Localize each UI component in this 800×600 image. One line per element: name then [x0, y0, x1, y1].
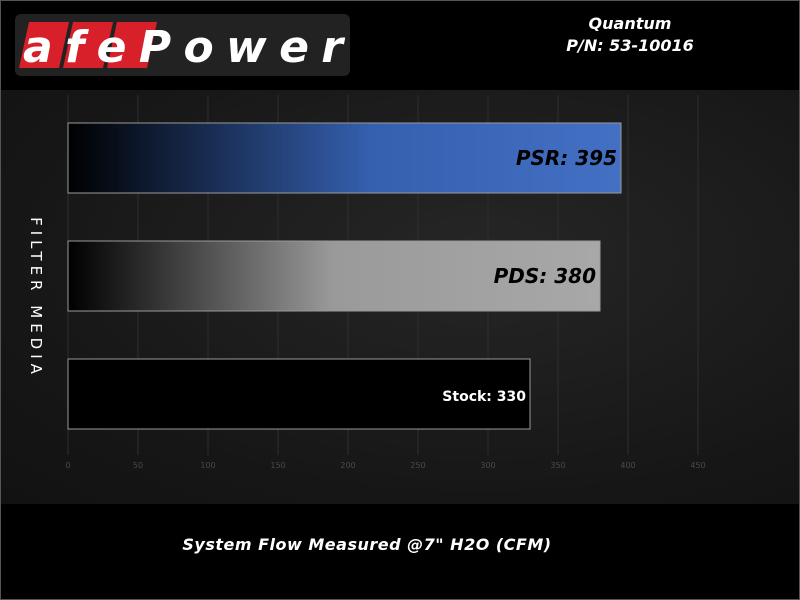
x-tick-label: 100 — [200, 461, 215, 470]
x-tick-label: 200 — [340, 461, 355, 470]
x-tick-label: 250 — [410, 461, 425, 470]
bar-psr — [67, 122, 622, 194]
x-axis-title: System Flow Measured @7" H2O (CFM) — [182, 535, 552, 554]
x-tick-label: 400 — [620, 461, 635, 470]
data-label: PSR: 395 — [516, 146, 617, 170]
data-label: Stock: 330 — [442, 389, 526, 405]
x-tick-label: 350 — [550, 461, 565, 470]
x-tick-label: 0 — [65, 461, 70, 470]
x-tick-label: 50 — [133, 461, 143, 470]
bar-pds — [67, 240, 601, 312]
x-tick-label: 450 — [690, 461, 705, 470]
x-tick-label: 300 — [480, 461, 495, 470]
x-tick-label: 150 — [270, 461, 285, 470]
part-number: P/N: 53-10016 — [566, 36, 694, 55]
product-name: Quantum — [588, 14, 672, 33]
data-label: PDS: 380 — [494, 264, 596, 288]
bar-stock — [67, 358, 531, 430]
afe-power-logo: afePower — [15, 14, 350, 76]
svg-text:afePower: afePower — [23, 22, 345, 73]
